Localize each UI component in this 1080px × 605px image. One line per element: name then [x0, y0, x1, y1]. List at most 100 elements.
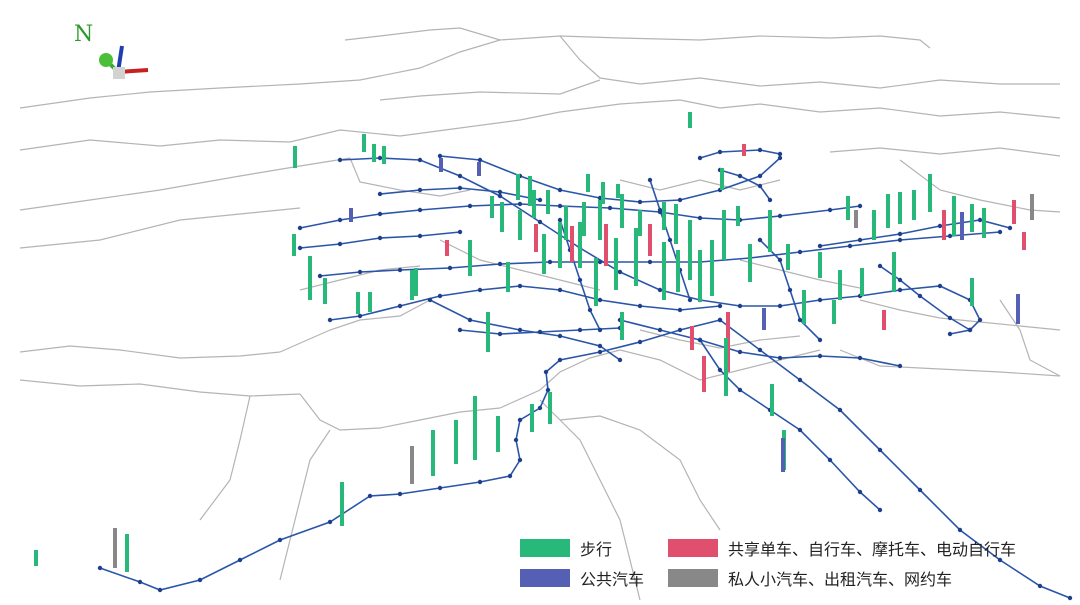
metro-station: [597, 349, 603, 355]
district-boundary: [619, 179, 781, 191]
metro-station: [677, 197, 683, 203]
district-boundary: [839, 349, 1061, 377]
metro-line: [319, 231, 1001, 277]
metro-station: [897, 363, 903, 369]
metro-station: [717, 149, 723, 155]
metro-station: [777, 355, 783, 361]
metro-station: [597, 343, 603, 349]
metro-station: [597, 259, 603, 265]
district-boundary: [19, 157, 351, 211]
district-boundary: [859, 299, 1061, 331]
district-boundary: [349, 157, 471, 197]
metro-station: [497, 189, 503, 195]
metro-station: [297, 245, 303, 251]
metro-station: [327, 317, 333, 323]
metro-station: [337, 241, 343, 247]
metro-station: [357, 313, 363, 319]
metro-station: [497, 193, 503, 199]
metro-station: [977, 317, 983, 323]
metro-station: [717, 317, 723, 323]
metro-station: [757, 183, 763, 189]
legend-swatch-car: [668, 569, 718, 587]
metro-station: [357, 269, 363, 275]
legend-item-car: 私人小汽车、出租汽车、网约车: [668, 564, 952, 592]
north-label: N: [74, 22, 94, 47]
district-boundary: [19, 207, 301, 249]
metro-station: [317, 273, 323, 279]
metro-station: [417, 233, 423, 239]
metro-station: [697, 155, 703, 161]
district-boundary: [559, 35, 1060, 89]
metro-station: [817, 337, 823, 343]
legend-item-walk: 步行: [520, 534, 612, 562]
metro-station: [997, 229, 1003, 235]
metro-station: [777, 303, 783, 309]
metro-station: [977, 217, 983, 223]
metro-station: [617, 357, 623, 363]
district-boundary: [829, 147, 1061, 157]
metro-station: [237, 557, 243, 563]
metro-station: [157, 587, 163, 593]
metro-station: [417, 187, 423, 193]
district-boundary: [899, 159, 1061, 213]
metro-station: [847, 243, 853, 249]
metro-station: [97, 565, 103, 571]
metro-station: [837, 407, 843, 413]
metro-station: [327, 519, 333, 525]
metro-station: [657, 207, 663, 213]
metro-station: [557, 187, 563, 193]
metro-station: [957, 527, 963, 533]
metro-station: [767, 197, 773, 203]
metro-station: [877, 447, 883, 453]
metro-station: [657, 287, 663, 293]
metro-station: [557, 333, 563, 339]
district-boundary: [499, 349, 621, 409]
legend-label-walk: 步行: [580, 540, 613, 559]
legend-item-bus: 公共汽车: [520, 564, 644, 592]
district-boundary: [439, 239, 601, 291]
metro-station: [457, 173, 463, 179]
metro-station: [777, 257, 783, 263]
metro-station: [477, 157, 483, 163]
metro-station: [757, 237, 763, 243]
metro-station: [647, 259, 653, 265]
metro-station: [397, 491, 403, 497]
legend-swatch-bike: [668, 539, 718, 557]
metro-station: [597, 297, 603, 303]
metro-station: [517, 457, 523, 463]
metro-station: [667, 237, 673, 243]
metro-station: [637, 199, 643, 205]
metro-station: [857, 355, 863, 361]
metro-station: [687, 297, 693, 303]
metro-station: [857, 489, 863, 495]
metro-station: [897, 287, 903, 293]
metro-station: [557, 287, 563, 293]
legend: 步行 共享单车、自行车、摩托车、电动自行车 公共汽车 私人小汽车、出租汽车、网约…: [520, 532, 1075, 598]
legend-label-car: 私人小汽车、出租汽车、网约车: [728, 570, 953, 589]
metro-station: [817, 353, 823, 359]
district-boundary: [299, 393, 501, 431]
metro-station: [367, 493, 373, 499]
metro-station: [827, 457, 833, 463]
metro-line: [699, 339, 881, 511]
metro-station: [467, 203, 473, 209]
metro-line: [699, 149, 781, 159]
metro-station: [717, 303, 723, 309]
trip-mode-bars: [34, 112, 1034, 572]
metro-station: [917, 293, 923, 299]
metro-station: [537, 197, 543, 203]
metro-station: [737, 303, 743, 309]
metro-line: [719, 169, 771, 201]
metro-station: [757, 347, 763, 353]
metro-station: [717, 367, 723, 373]
metro-station: [757, 173, 763, 179]
metro-station: [777, 213, 783, 219]
legend-swatch-walk: [520, 539, 570, 557]
metro-station: [797, 249, 803, 255]
metro-station: [377, 191, 383, 197]
metro-station: [817, 297, 823, 303]
district-boundary: [459, 99, 1061, 129]
metro-station: [437, 293, 443, 299]
metro-station: [1067, 595, 1073, 601]
metro-station: [797, 317, 803, 323]
